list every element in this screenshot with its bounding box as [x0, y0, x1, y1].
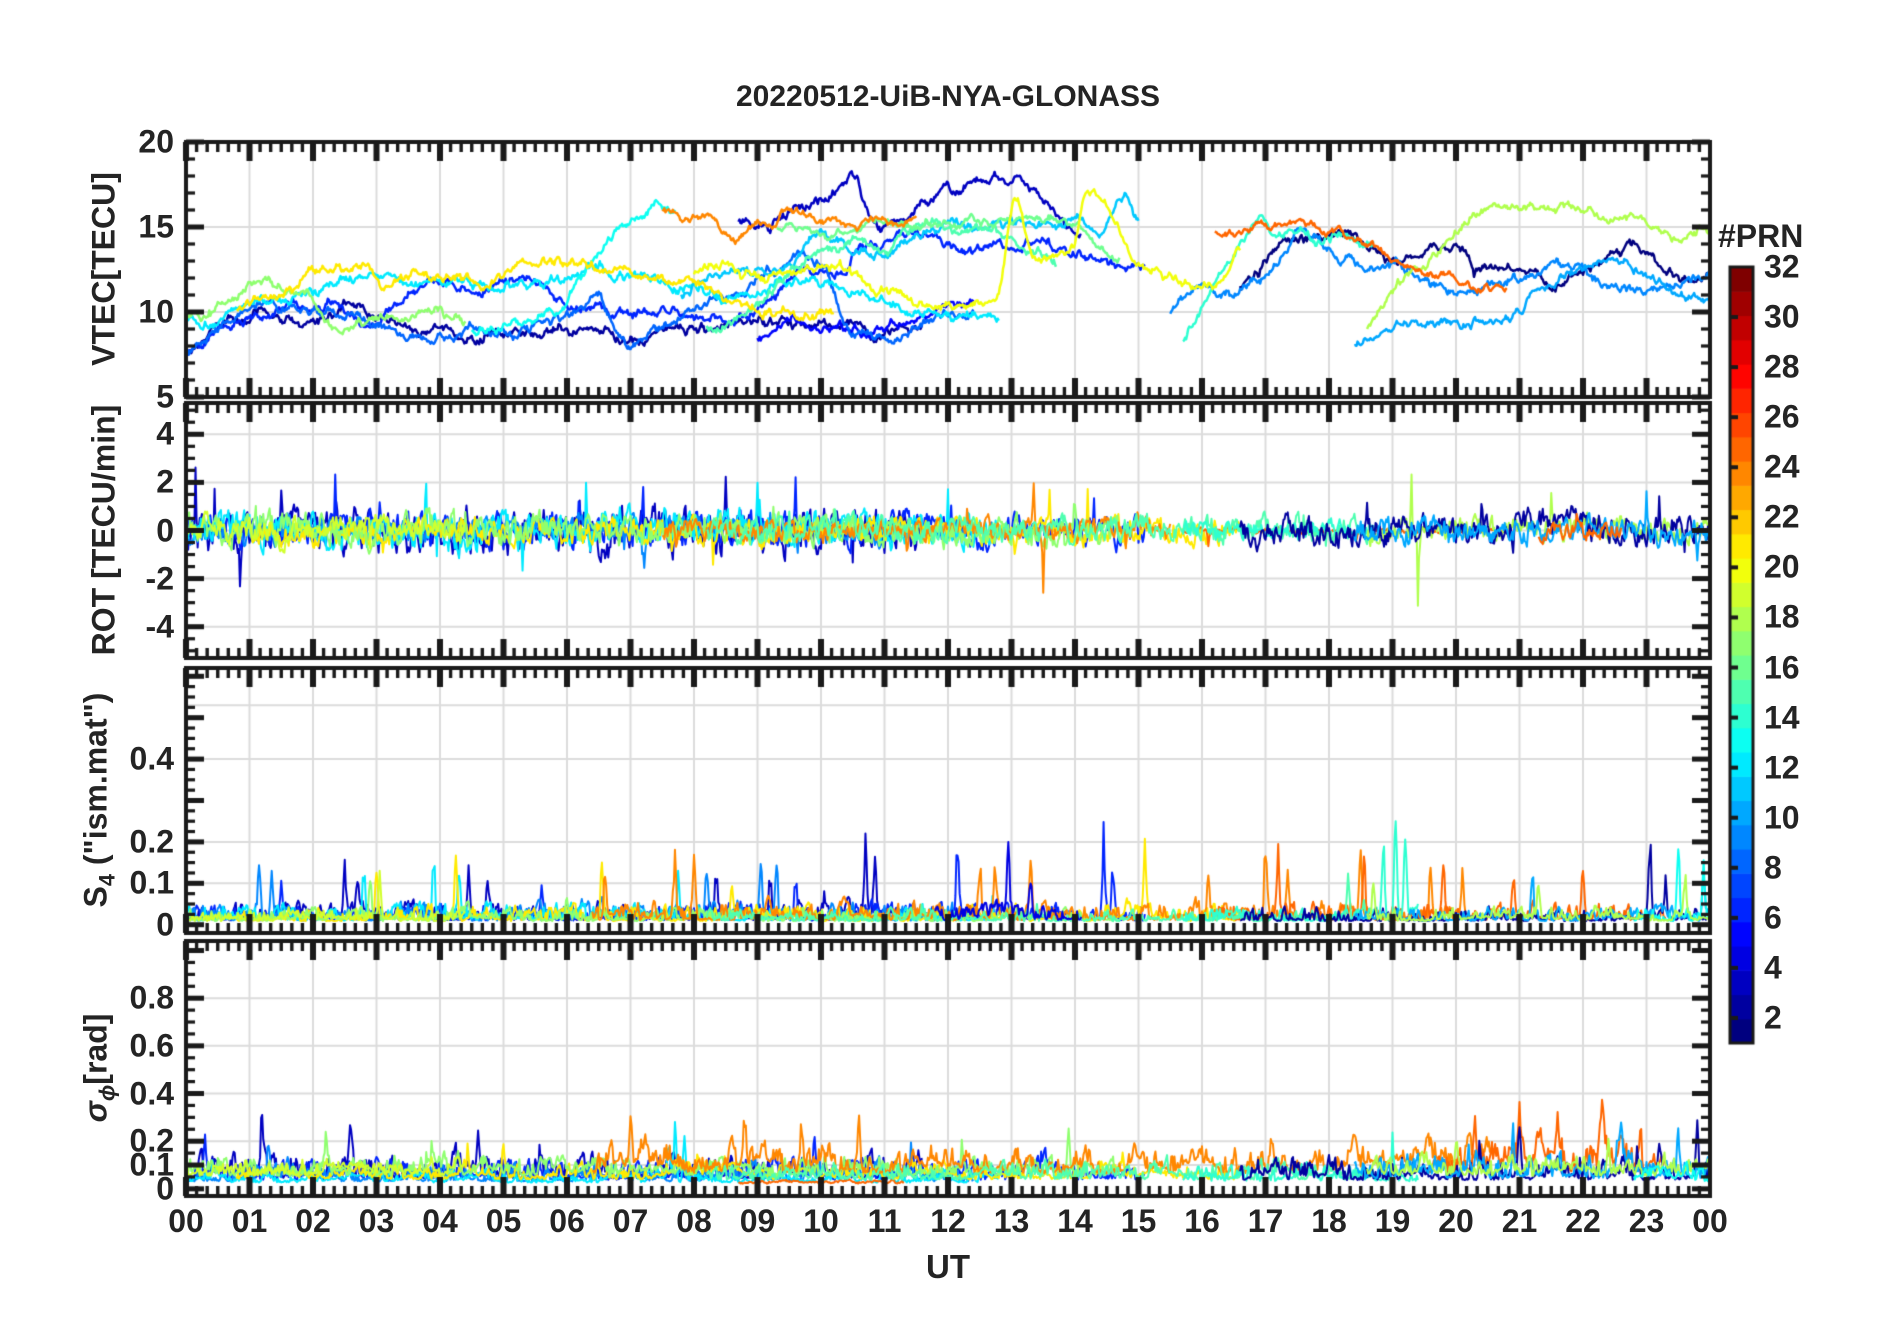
y-axis-label-part: [rad] — [77, 1013, 114, 1085]
y-tick-label: 0.2 — [129, 823, 174, 860]
panel-rot — [186, 403, 1710, 658]
colorbar-tick-label: 30 — [1764, 298, 1800, 335]
x-tick-label: 12 — [930, 1203, 966, 1239]
x-tick-label: 04 — [422, 1203, 458, 1239]
y-tick-label: -4 — [145, 608, 174, 645]
y-axis-label-part: σ — [77, 1101, 114, 1123]
chart-title: 20220512-UiB-NYA-GLONASS — [735, 80, 1161, 113]
colorbar-tick-label: 28 — [1764, 348, 1800, 385]
y-tick-label: 2 — [156, 463, 174, 500]
x-tick-label: 20 — [1438, 1203, 1474, 1239]
x-tick-label: 11 — [867, 1203, 902, 1239]
x-tick-label: 14 — [1057, 1203, 1093, 1239]
colorbar-tick-label: 6 — [1764, 899, 1782, 936]
x-tick-label: 07 — [612, 1203, 649, 1239]
y-axis-label-sigma-phi: σϕ[rad] — [78, 1014, 121, 1123]
y-tick-label: 10 — [138, 293, 174, 330]
y-tick-label: 0.4 — [129, 740, 174, 777]
y-tick-label: 0 — [156, 512, 174, 548]
panel-sigma-phi — [186, 941, 1710, 1196]
colorbar-tick-label: 8 — [1764, 849, 1782, 886]
colorbar-tick-label: 26 — [1764, 398, 1800, 435]
x-tick-label: 22 — [1565, 1203, 1601, 1239]
panel-vtec — [186, 142, 1710, 397]
y-tick-label: 0.8 — [129, 979, 174, 1016]
x-tick-label: 03 — [358, 1203, 395, 1239]
x-tick-label: 19 — [1374, 1203, 1411, 1239]
y-tick-label: 5 — [156, 378, 174, 415]
x-tick-label: 09 — [739, 1203, 776, 1239]
y-tick-label: 0 — [156, 906, 174, 943]
y-tick-label: 4 — [156, 415, 174, 452]
y-axis-label-s4: S4 ("ism.mat") — [78, 693, 121, 908]
colorbar — [1730, 267, 1753, 1043]
colorbar-tick-label: 14 — [1764, 699, 1800, 736]
y-axis-label-vtec: VTEC[TECU] — [85, 172, 122, 366]
y-tick-label: 0.1 — [129, 1146, 174, 1183]
y-tick-label: 20 — [138, 123, 174, 160]
x-tick-label: 00 — [1692, 1203, 1728, 1239]
x-tick-label: 08 — [676, 1203, 712, 1239]
y-axis-label-part: ("ism.mat") — [77, 692, 114, 875]
y-tick-label: -2 — [145, 560, 174, 597]
x-tick-label: 02 — [295, 1203, 331, 1239]
panel-s4 — [186, 668, 1710, 933]
y-tick-label: 0 — [156, 1170, 174, 1207]
colorbar-tick-label: 24 — [1764, 448, 1800, 485]
x-tick-label: 18 — [1311, 1203, 1347, 1239]
x-tick-label: 05 — [485, 1203, 522, 1239]
colorbar-tick-label: 18 — [1764, 598, 1800, 635]
x-tick-label: 17 — [1247, 1203, 1284, 1239]
y-axis-label-part: S — [77, 886, 114, 908]
y-axis-label-part: ϕ — [94, 1084, 120, 1102]
x-tick-label: 10 — [803, 1203, 839, 1239]
x-tick-label: 00 — [168, 1203, 204, 1239]
x-tick-label: 13 — [993, 1203, 1030, 1239]
y-axis-label-part: 4 — [94, 874, 120, 887]
colorbar-tick-label: 4 — [1764, 949, 1782, 986]
y-tick-label: 0.1 — [129, 864, 174, 901]
colorbar-tick-label: 10 — [1764, 799, 1800, 836]
x-tick-label: 16 — [1184, 1203, 1220, 1239]
x-tick-label: 15 — [1120, 1203, 1157, 1239]
colorbar-title: #PRN — [1718, 218, 1804, 254]
colorbar-tick-label: 22 — [1764, 498, 1800, 535]
y-tick-label: 0.4 — [129, 1075, 174, 1112]
y-axis-label-rot: ROT [TECU/min] — [85, 404, 122, 656]
x-tick-label: 23 — [1628, 1203, 1665, 1239]
x-tick-label: 06 — [549, 1203, 585, 1239]
x-tick-label: 21 — [1501, 1203, 1538, 1239]
colorbar-tick-label: 32 — [1764, 248, 1800, 285]
colorbar-tick-label: 12 — [1764, 749, 1800, 786]
y-tick-label: 0.2 — [129, 1122, 174, 1159]
colorbar-tick-label: 2 — [1764, 999, 1782, 1036]
colorbar-tick-label: 16 — [1764, 649, 1800, 686]
y-tick-label: 15 — [138, 208, 174, 245]
colorbar-tick-label: 20 — [1764, 548, 1800, 585]
y-tick-label: 0.6 — [129, 1027, 174, 1064]
x-axis-label: UT — [926, 1248, 970, 1285]
x-tick-label: 01 — [231, 1203, 268, 1239]
